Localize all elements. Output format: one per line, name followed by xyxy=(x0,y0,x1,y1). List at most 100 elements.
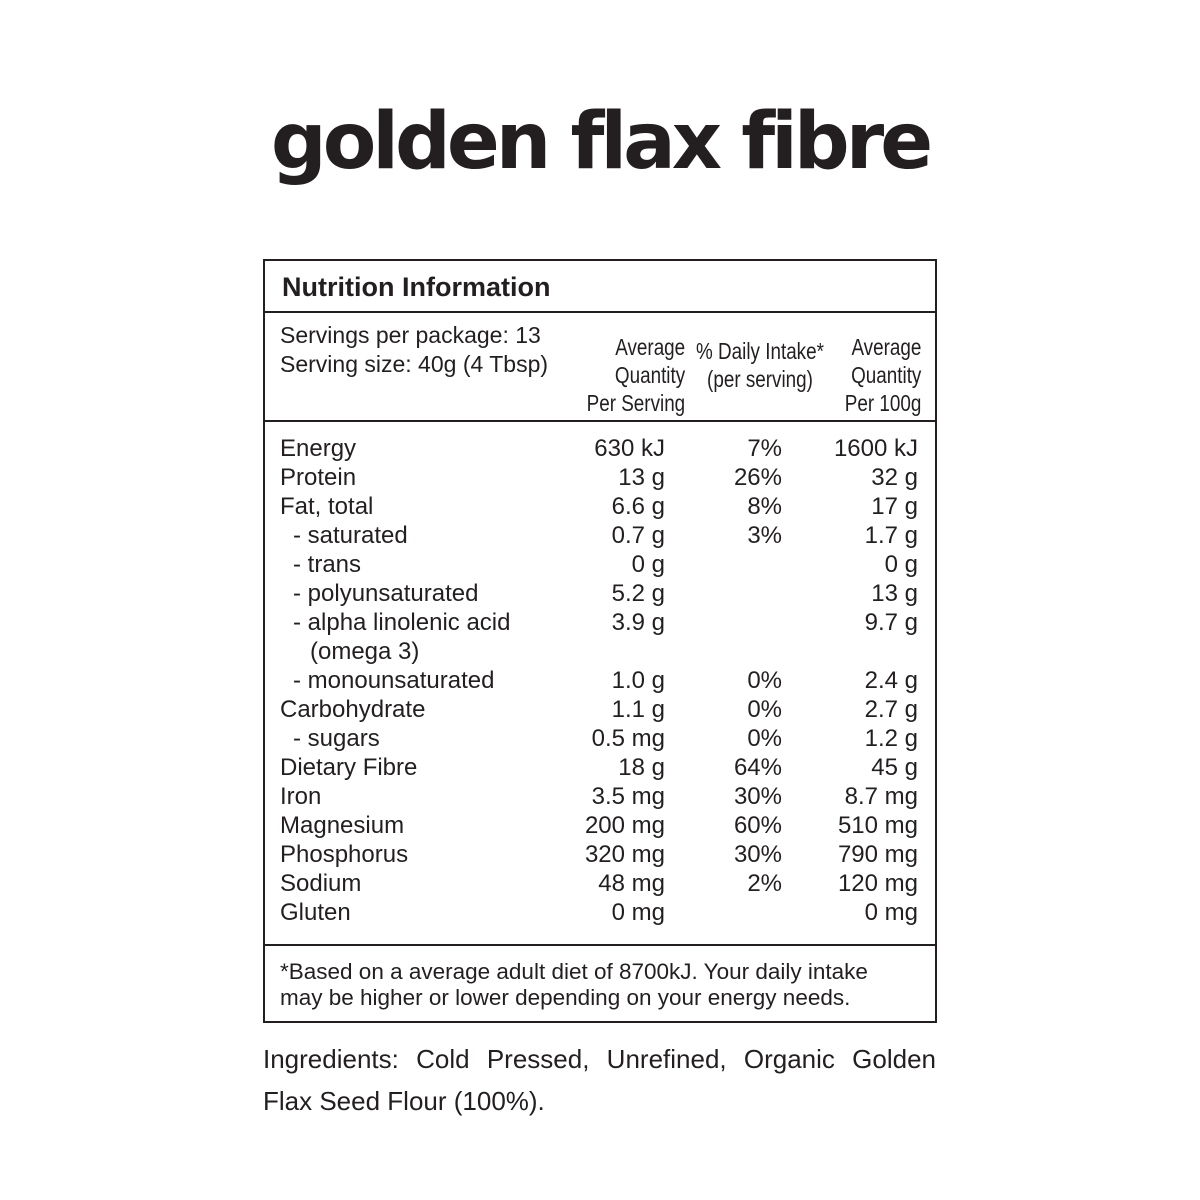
ingredients: Ingredients: Cold Pressed, Unrefined, Or… xyxy=(263,1038,936,1122)
column-header-daily-intake: % Daily Intake* (per serving) xyxy=(690,337,829,393)
panel-heading: Nutrition Information xyxy=(265,261,935,313)
column-header-per-serving: Average Quantity Per Serving xyxy=(586,333,685,417)
footnote-line: may be higher or lower depending on your… xyxy=(280,985,851,1010)
servings-per-package: Servings per package: 13 xyxy=(280,322,541,348)
per-serving-value: 320 mg xyxy=(584,841,665,868)
column-header-section: Servings per package: 13 Serving size: 4… xyxy=(265,313,935,422)
per-serving-value: 3.5 mg xyxy=(591,783,665,810)
nutrient-row: Fat, total 6.6 g 8% 17 g xyxy=(265,492,935,521)
ingredients-label: Ingredients: xyxy=(263,1044,399,1074)
nutrient-row: - saturated 0.7 g 3% 1.7 g xyxy=(265,521,935,550)
nutrient-row: Magnesium 200 mg 60% 510 mg xyxy=(265,811,935,840)
serving-size: Serving size: 40g (4 Tbsp) xyxy=(280,351,549,377)
daily-intake-value: 0% xyxy=(747,667,782,694)
per-serving-value: 18 g xyxy=(618,754,665,781)
daily-intake-value: 7% xyxy=(747,435,782,462)
daily-intake-value: 0% xyxy=(747,725,782,752)
nutrient-name: Phosphorus xyxy=(280,841,409,868)
per-100g-value: 790 mg xyxy=(837,841,918,868)
per-100g-value: 1.2 g xyxy=(864,725,918,752)
per-serving-value: 0.7 g xyxy=(611,522,665,549)
per-100g-value: 32 g xyxy=(871,464,918,491)
daily-intake-value: 30% xyxy=(733,783,782,810)
daily-intake-value: 8% xyxy=(747,493,782,520)
daily-intake-value: 60% xyxy=(733,812,782,839)
nutrient-row: - sugars 0.5 mg 0% 1.2 g xyxy=(265,724,935,753)
nutrient-row: Carbohydrate 1.1 g 0% 2.7 g xyxy=(265,695,935,724)
per-100g-value: 9.7 g xyxy=(864,609,918,636)
product-title: golden flax fibre xyxy=(270,97,933,187)
column-header-line: % Daily Intake* xyxy=(696,338,824,364)
column-header-line: Average xyxy=(615,334,685,360)
per-serving-value: 1.0 g xyxy=(611,667,665,694)
nutrient-row: Gluten 0 mg 0 mg xyxy=(265,898,935,927)
daily-intake-value: 30% xyxy=(733,841,782,868)
nutrient-name: Dietary Fibre xyxy=(280,754,418,781)
nutrient-name: Fat, total xyxy=(280,493,374,520)
per-serving-value: 630 kJ xyxy=(594,435,665,462)
nutrient-name: - polyunsaturated xyxy=(293,580,479,607)
nutrient-name: - trans xyxy=(293,551,362,578)
per-serving-value: 6.6 g xyxy=(611,493,665,520)
column-header-line: Quantity xyxy=(614,362,685,388)
daily-intake-value: 3% xyxy=(747,522,782,549)
nutrient-row: Dietary Fibre 18 g 64% 45 g xyxy=(265,753,935,782)
per-100g-value: 1600 kJ xyxy=(833,435,918,462)
column-header-per-100g: Average Quantity Per 100g xyxy=(844,333,921,417)
per-100g-value: 45 g xyxy=(871,754,918,781)
nutrient-name: (omega 3) xyxy=(310,638,420,665)
per-100g-value: 1.7 g xyxy=(864,522,918,549)
nutrient-row: Sodium 48 mg 2% 120 mg xyxy=(265,869,935,898)
column-header-line: (per serving) xyxy=(707,366,813,392)
nutrient-row: - trans 0 g 0 g xyxy=(265,550,935,579)
nutrient-row: Iron 3.5 mg 30% 8.7 mg xyxy=(265,782,935,811)
nutrient-name: - alpha linolenic acid xyxy=(293,609,511,636)
nutrient-name: Magnesium xyxy=(280,812,405,839)
per-100g-value: 2.7 g xyxy=(864,696,918,723)
nutrient-row: (omega 3) xyxy=(265,637,935,666)
nutrient-row: - polyunsaturated 5.2 g 13 g xyxy=(265,579,935,608)
nutrient-name: Protein xyxy=(280,464,357,491)
column-header-line: Average xyxy=(851,334,921,360)
nutrient-name: - monounsaturated xyxy=(293,667,495,694)
daily-intake-value: 2% xyxy=(747,870,782,897)
column-header-line: Per 100g xyxy=(844,390,921,416)
footnote-line: *Based on a average adult diet of 8700kJ… xyxy=(280,959,868,984)
per-serving-value: 13 g xyxy=(618,464,665,491)
per-serving-value: 5.2 g xyxy=(611,580,665,607)
per-serving-value: 48 mg xyxy=(598,870,665,897)
daily-intake-value: 0% xyxy=(747,696,782,723)
ingredients-text: Cold Pressed, Unrefined, Organic Golden … xyxy=(263,1044,936,1116)
per-100g-value: 0 mg xyxy=(864,899,918,926)
per-100g-value: 120 mg xyxy=(837,870,918,897)
serving-info: Servings per package: 13 Serving size: 4… xyxy=(280,321,548,379)
nutrient-name: - saturated xyxy=(293,522,408,549)
column-header-line: Per Serving xyxy=(586,390,685,416)
per-100g-value: 13 g xyxy=(871,580,918,607)
daily-intake-value: 64% xyxy=(733,754,782,781)
nutrient-row: - monounsaturated 1.0 g 0% 2.4 g xyxy=(265,666,935,695)
nutrient-row: Energy 630 kJ 7% 1600 kJ xyxy=(265,434,935,463)
nutrient-name: Energy xyxy=(280,435,357,462)
nutrient-row: - alpha linolenic acid 3.9 g 9.7 g xyxy=(265,608,935,637)
per-serving-value: 0.5 mg xyxy=(591,725,665,752)
per-serving-value: 3.9 g xyxy=(611,609,665,636)
per-serving-value: 0 g xyxy=(631,551,665,578)
nutrient-name: Sodium xyxy=(280,870,362,897)
nutrient-row: Phosphorus 320 mg 30% 790 mg xyxy=(265,840,935,869)
nutrition-panel: Nutrition Information Servings per packa… xyxy=(263,259,937,1023)
per-100g-value: 8.7 mg xyxy=(844,783,918,810)
per-100g-value: 17 g xyxy=(871,493,918,520)
column-header-line: Quantity xyxy=(850,362,921,388)
per-serving-value: 0 mg xyxy=(611,899,665,926)
nutrient-name: Gluten xyxy=(280,899,351,926)
per-100g-value: 510 mg xyxy=(837,812,918,839)
daily-intake-value: 26% xyxy=(733,464,782,491)
footnote: *Based on a average adult diet of 8700kJ… xyxy=(265,946,935,1011)
per-100g-value: 0 g xyxy=(884,551,918,578)
nutrient-name: Carbohydrate xyxy=(280,696,426,723)
per-serving-value: 1.1 g xyxy=(611,696,665,723)
per-100g-value: 2.4 g xyxy=(864,667,918,694)
per-serving-value: 200 mg xyxy=(584,812,665,839)
